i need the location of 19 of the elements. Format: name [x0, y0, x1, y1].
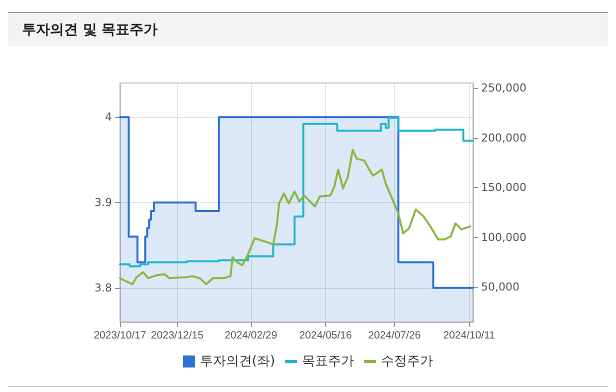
y-tick-label: 3.8 — [94, 281, 112, 294]
y2-tick-label: 100,000 — [481, 230, 526, 244]
y-tick-label: 3.9 — [94, 196, 112, 209]
x-tick-label: 2024/10/11 — [443, 330, 496, 342]
y2-tick-label: 50,000 — [481, 280, 520, 294]
y2-tick-label: 150,000 — [481, 181, 526, 194]
legend-label: 수정주가 — [381, 354, 434, 369]
y2-tick-label: 250,000 — [481, 81, 526, 94]
x-tick-label: 2024/07/26 — [368, 330, 421, 342]
legend-label: 목표주가 — [302, 354, 354, 369]
line-series — [119, 148, 472, 286]
chart-title: 투자의견 및 목표주가 — [8, 12, 608, 46]
legend-label: 투자의견(좌) — [200, 354, 276, 369]
x-tick-label: 2023/10/17 — [94, 330, 146, 342]
y2-tick-label: 200,000 — [481, 131, 526, 144]
y-tick-label: 4 — [105, 110, 112, 124]
x-tick-label: 2024/05/16 — [299, 330, 352, 342]
x-tick-label: 2024/02/29 — [224, 330, 278, 342]
x-tick-label: 2023/12/15 — [150, 330, 204, 342]
